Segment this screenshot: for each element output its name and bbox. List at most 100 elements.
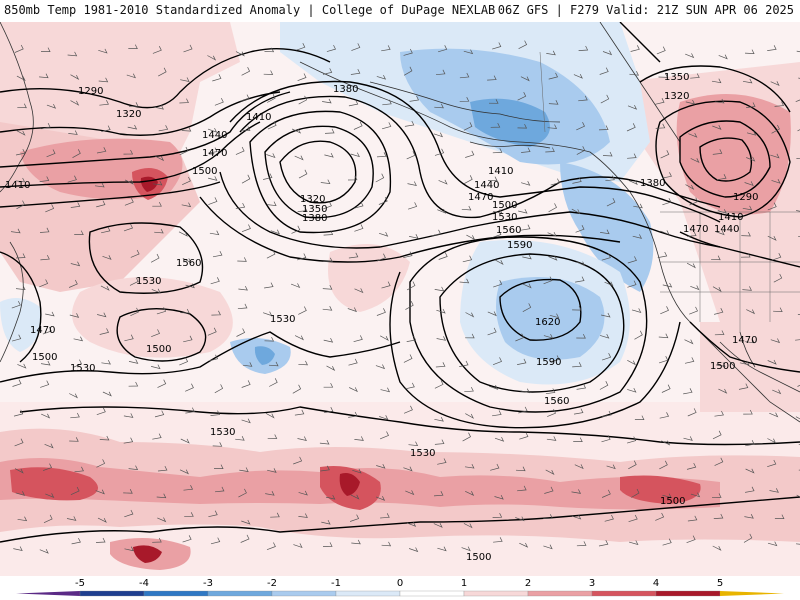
wind-barb [349,387,358,393]
wind-barb [99,435,110,441]
wind-barb [322,98,332,104]
wind-barb [209,230,220,236]
wind-barb [325,494,336,500]
wind-barb [348,99,359,107]
wind-barb [434,416,444,422]
contour-label: 1380 [302,213,327,224]
wind-barb [11,300,21,309]
wind-barb [604,281,614,287]
wind-barb [795,416,800,420]
wind-barb [240,534,250,543]
wind-barb [576,261,586,267]
wind-barb [40,360,51,366]
colorbar-tick-label: 2 [525,578,531,589]
wind-barb [659,412,670,419]
wind-barb [434,103,444,109]
wind-barb [45,493,55,498]
contour-label: 1470 [683,224,708,235]
contour-label: 1530 [136,276,161,287]
wind-barb [17,103,27,109]
wind-barb [543,333,554,339]
wind-barb [746,309,756,315]
wind-barb [770,81,780,87]
wind-barb [662,538,672,546]
wind-barb [407,181,417,186]
wind-barb [406,281,416,291]
wind-barb [464,175,473,184]
wind-barb [745,486,755,493]
wind-barb [322,68,333,75]
wind-barb [548,203,557,213]
wind-barb [39,176,50,182]
wind-barb [629,71,640,76]
wind-barb [712,286,722,293]
wind-barb [378,196,388,205]
wind-barb [262,311,273,317]
wind-barb [263,173,273,180]
wind-barb [492,230,502,238]
wind-barb [574,464,584,470]
wind-barb [212,250,223,258]
wind-barb [660,230,670,236]
wind-barb [403,405,413,414]
wind-barb [211,310,221,316]
wind-barb [128,381,139,387]
wind-barb [39,548,49,554]
wind-barb [465,413,475,419]
wind-barb [658,356,669,364]
wind-barb [70,202,81,208]
wind-barb [354,201,364,209]
wind-barb [99,328,110,335]
wind-barb [124,546,134,552]
wind-barb [575,225,585,233]
wind-barb [267,94,276,103]
wind-barb [45,204,55,213]
wind-barb [74,230,84,235]
contour-label: 1530 [492,212,517,223]
wind-barb [267,121,277,130]
wind-barb [152,180,163,186]
wind-barb [181,126,192,132]
contour-label: 1590 [536,357,561,368]
colorbar-tick-label: -5 [75,578,85,589]
wind-barb [714,308,724,315]
wind-barb [403,466,413,472]
wind-barb [71,537,81,545]
colorbar-tick-label: 4 [653,578,659,589]
wind-barb [599,67,609,75]
wind-barb [689,306,698,315]
wind-barb [795,99,800,103]
wind-barb [210,537,221,545]
wind-barb [270,229,281,235]
wind-barb [179,357,189,366]
wind-barb [180,308,190,314]
wind-barb [69,393,78,399]
wind-barb [73,336,84,342]
contour-label: 1500 [146,344,171,355]
wind-barb [404,120,415,127]
wind-barb [795,339,800,341]
wind-barb [406,335,417,342]
wind-barb [183,485,194,491]
contour-label: 1350 [302,204,327,215]
wind-barb [662,197,672,206]
wind-barb [773,273,783,283]
wind-barb [487,327,497,336]
wind-barb [68,130,78,135]
wind-barb [184,512,194,518]
wind-barb [711,493,722,498]
wind-barb [381,45,391,52]
wind-barb [490,122,501,128]
wind-barb [14,438,24,447]
wind-barb [487,75,497,81]
wind-barb [182,257,192,264]
wind-barb [685,184,695,190]
wind-barb [600,229,610,235]
wind-barb [459,360,469,367]
wind-barb [349,514,360,522]
wind-barb [46,149,56,158]
wind-barb [492,357,502,366]
wind-barb [628,180,638,186]
wind-barb [152,46,162,54]
wind-barb [320,465,330,472]
